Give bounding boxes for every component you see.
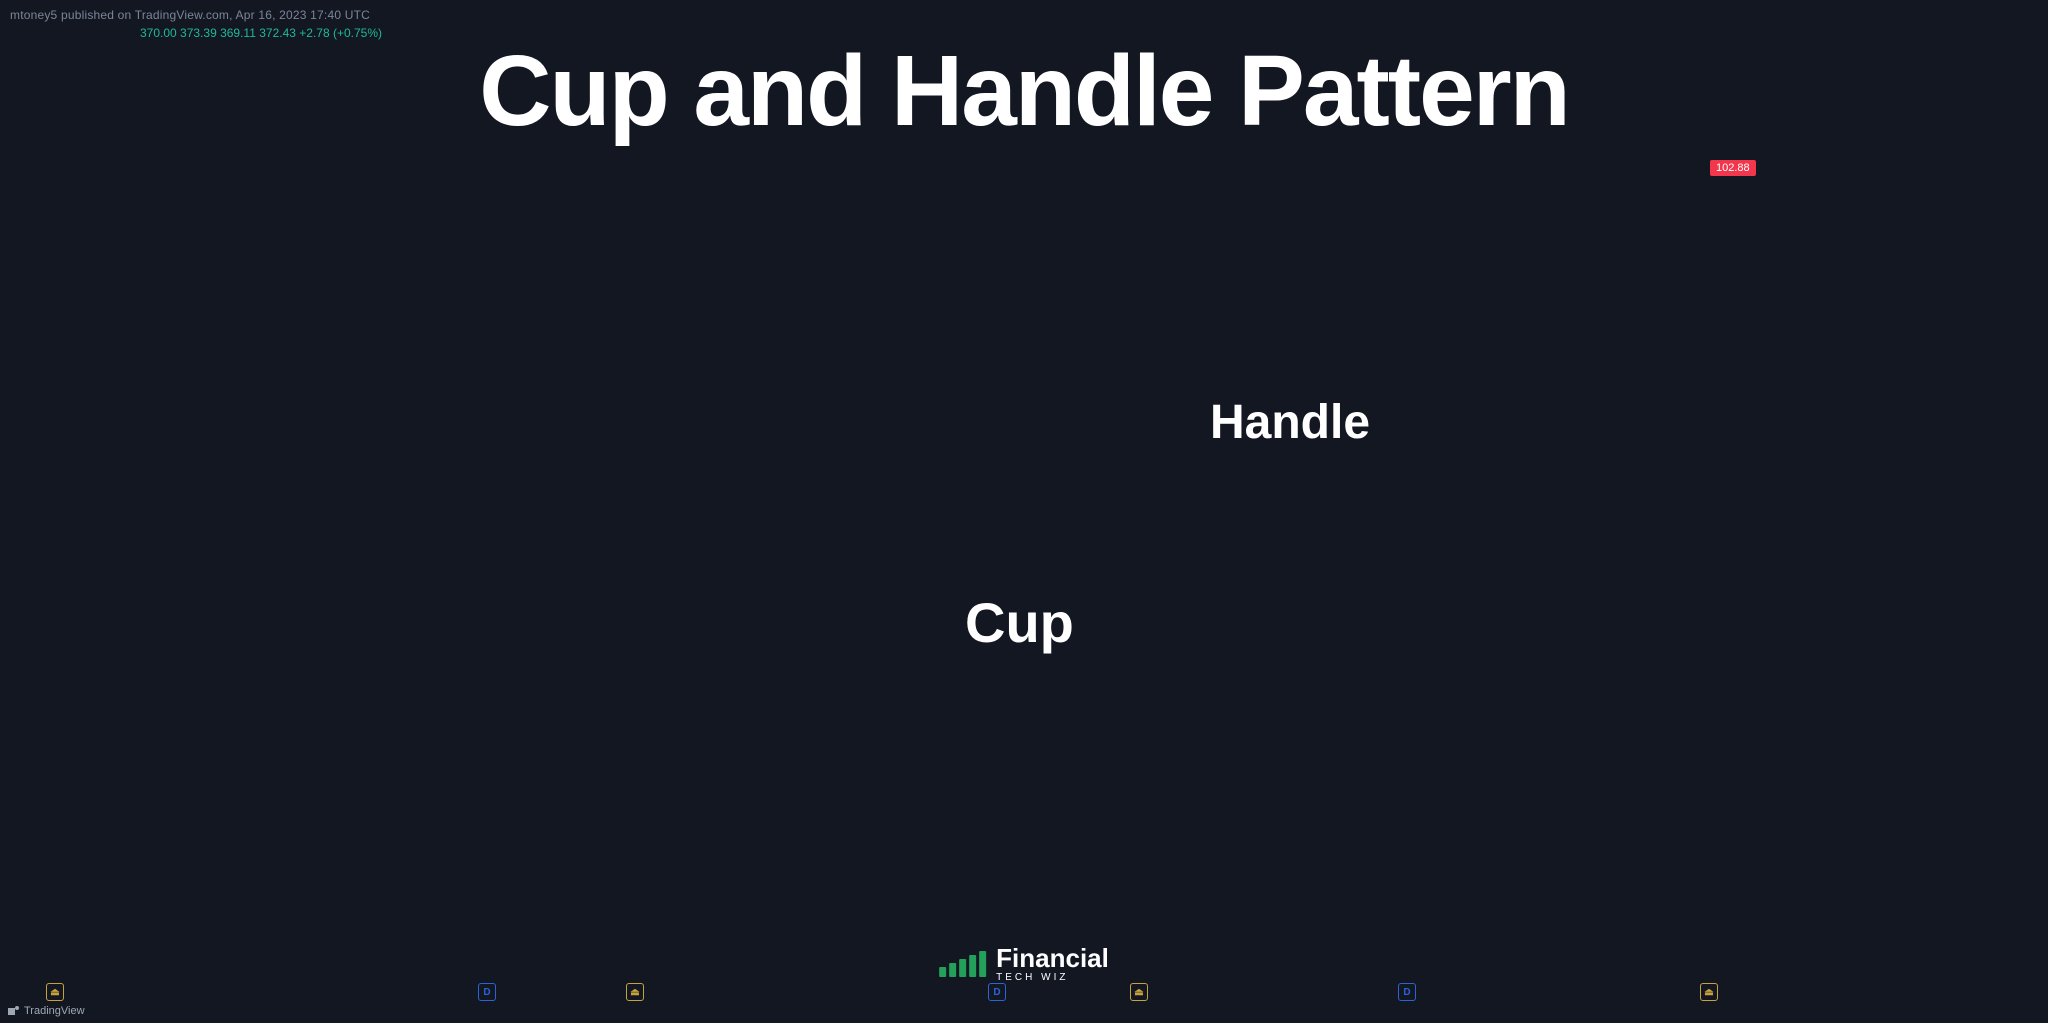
last-price-tag: 102.88 (1710, 160, 1756, 176)
time-marker-icon: ⏏ (1700, 983, 1718, 1001)
brand-logo: Financial TECH WIZ (939, 945, 1109, 983)
time-marker-icon: ⏏ (1130, 983, 1148, 1001)
brand-name: Financial (996, 945, 1109, 971)
cup-label: Cup (965, 590, 1074, 655)
time-marker-icon: D (478, 983, 496, 1001)
candlestick-chart (0, 0, 300, 150)
time-marker-icon: ⏏ (626, 983, 644, 1001)
time-marker-icon: D (1398, 983, 1416, 1001)
time-axis: ⏏ D ⏏ D ⏏ D ⏏ (0, 981, 2048, 1001)
handle-label: Handle (1210, 395, 1370, 450)
time-marker-icon: D (988, 983, 1006, 1001)
chart-background (0, 0, 2048, 1023)
chart-title: Cup and Handle Pattern (0, 34, 2048, 149)
time-marker-icon: ⏏ (46, 983, 64, 1001)
tradingview-watermark: TradingView (8, 1005, 85, 1017)
